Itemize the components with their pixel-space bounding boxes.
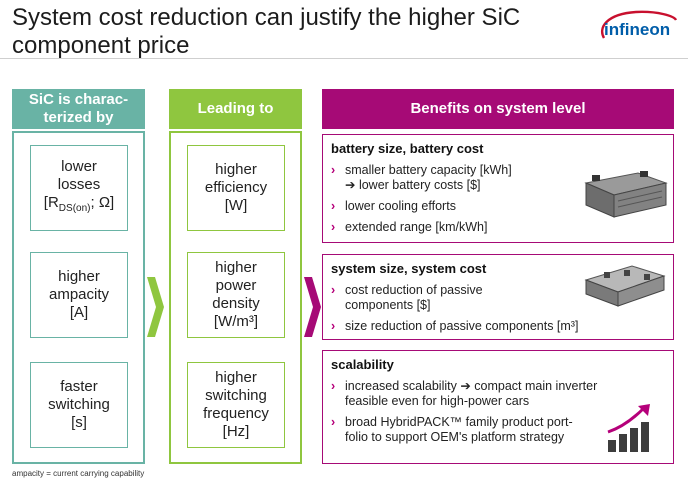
chevron-right-icon — [304, 277, 321, 337]
svg-text:infineon: infineon — [604, 20, 670, 39]
column2-frame — [169, 131, 302, 464]
column1-header: SiC is charac-terized by — [12, 89, 145, 129]
column3-header: Benefits on system level — [322, 89, 674, 129]
chevron-right-icon — [147, 277, 164, 337]
list-item: › increased scalability ➔ compact main in… — [331, 379, 598, 408]
panel-title: scalability — [331, 357, 394, 372]
list-item: › cost reduction of passive components [$] — [331, 283, 483, 312]
panel-title: system size, system cost — [331, 261, 487, 276]
list-item: › size reduction of passive components [m… — [331, 319, 579, 333]
footnote: ampacity = current carrying capability — [12, 469, 145, 478]
infineon-logo: infineon — [601, 10, 678, 39]
benefit-panel-battery: battery size, battery cost › smaller batt… — [322, 134, 674, 243]
feature-faster-switching: faster switching [s] — [30, 362, 128, 448]
list-item: › broad HybridPACK™ family product port-f… — [331, 415, 573, 444]
page-title: System cost reduction can justify the hi… — [12, 4, 521, 59]
title-divider — [0, 58, 688, 59]
list-item: › lower cooling efforts — [331, 199, 456, 213]
battery-pack-image — [584, 171, 668, 218]
growth-chart-icon — [607, 404, 650, 452]
column2-header: Leading to — [169, 89, 302, 129]
inverter-module-image — [584, 265, 666, 307]
panel-title: battery size, battery cost — [331, 141, 484, 156]
feature-lower-losses: lower losses [RDS(on); Ω] — [30, 145, 128, 231]
result-higher-power-density: higher power density [W/m³] — [187, 252, 285, 338]
result-higher-efficiency: higher efficiency [W] — [187, 145, 285, 231]
result-higher-switching-frequency: higher switching frequency [Hz] — [187, 362, 285, 448]
list-item: › extended range [km/kWh] — [331, 220, 488, 234]
list-item: › smaller battery capacity [kWh] ➔ lower b… — [331, 163, 512, 192]
feature-higher-ampacity: higher ampacity [A] — [30, 252, 128, 338]
column1-frame — [12, 131, 145, 464]
benefit-panel-scalability: scalability › increased scalability ➔ com… — [322, 350, 674, 464]
benefit-panel-system: system size, system cost › cost reduction… — [322, 254, 674, 340]
